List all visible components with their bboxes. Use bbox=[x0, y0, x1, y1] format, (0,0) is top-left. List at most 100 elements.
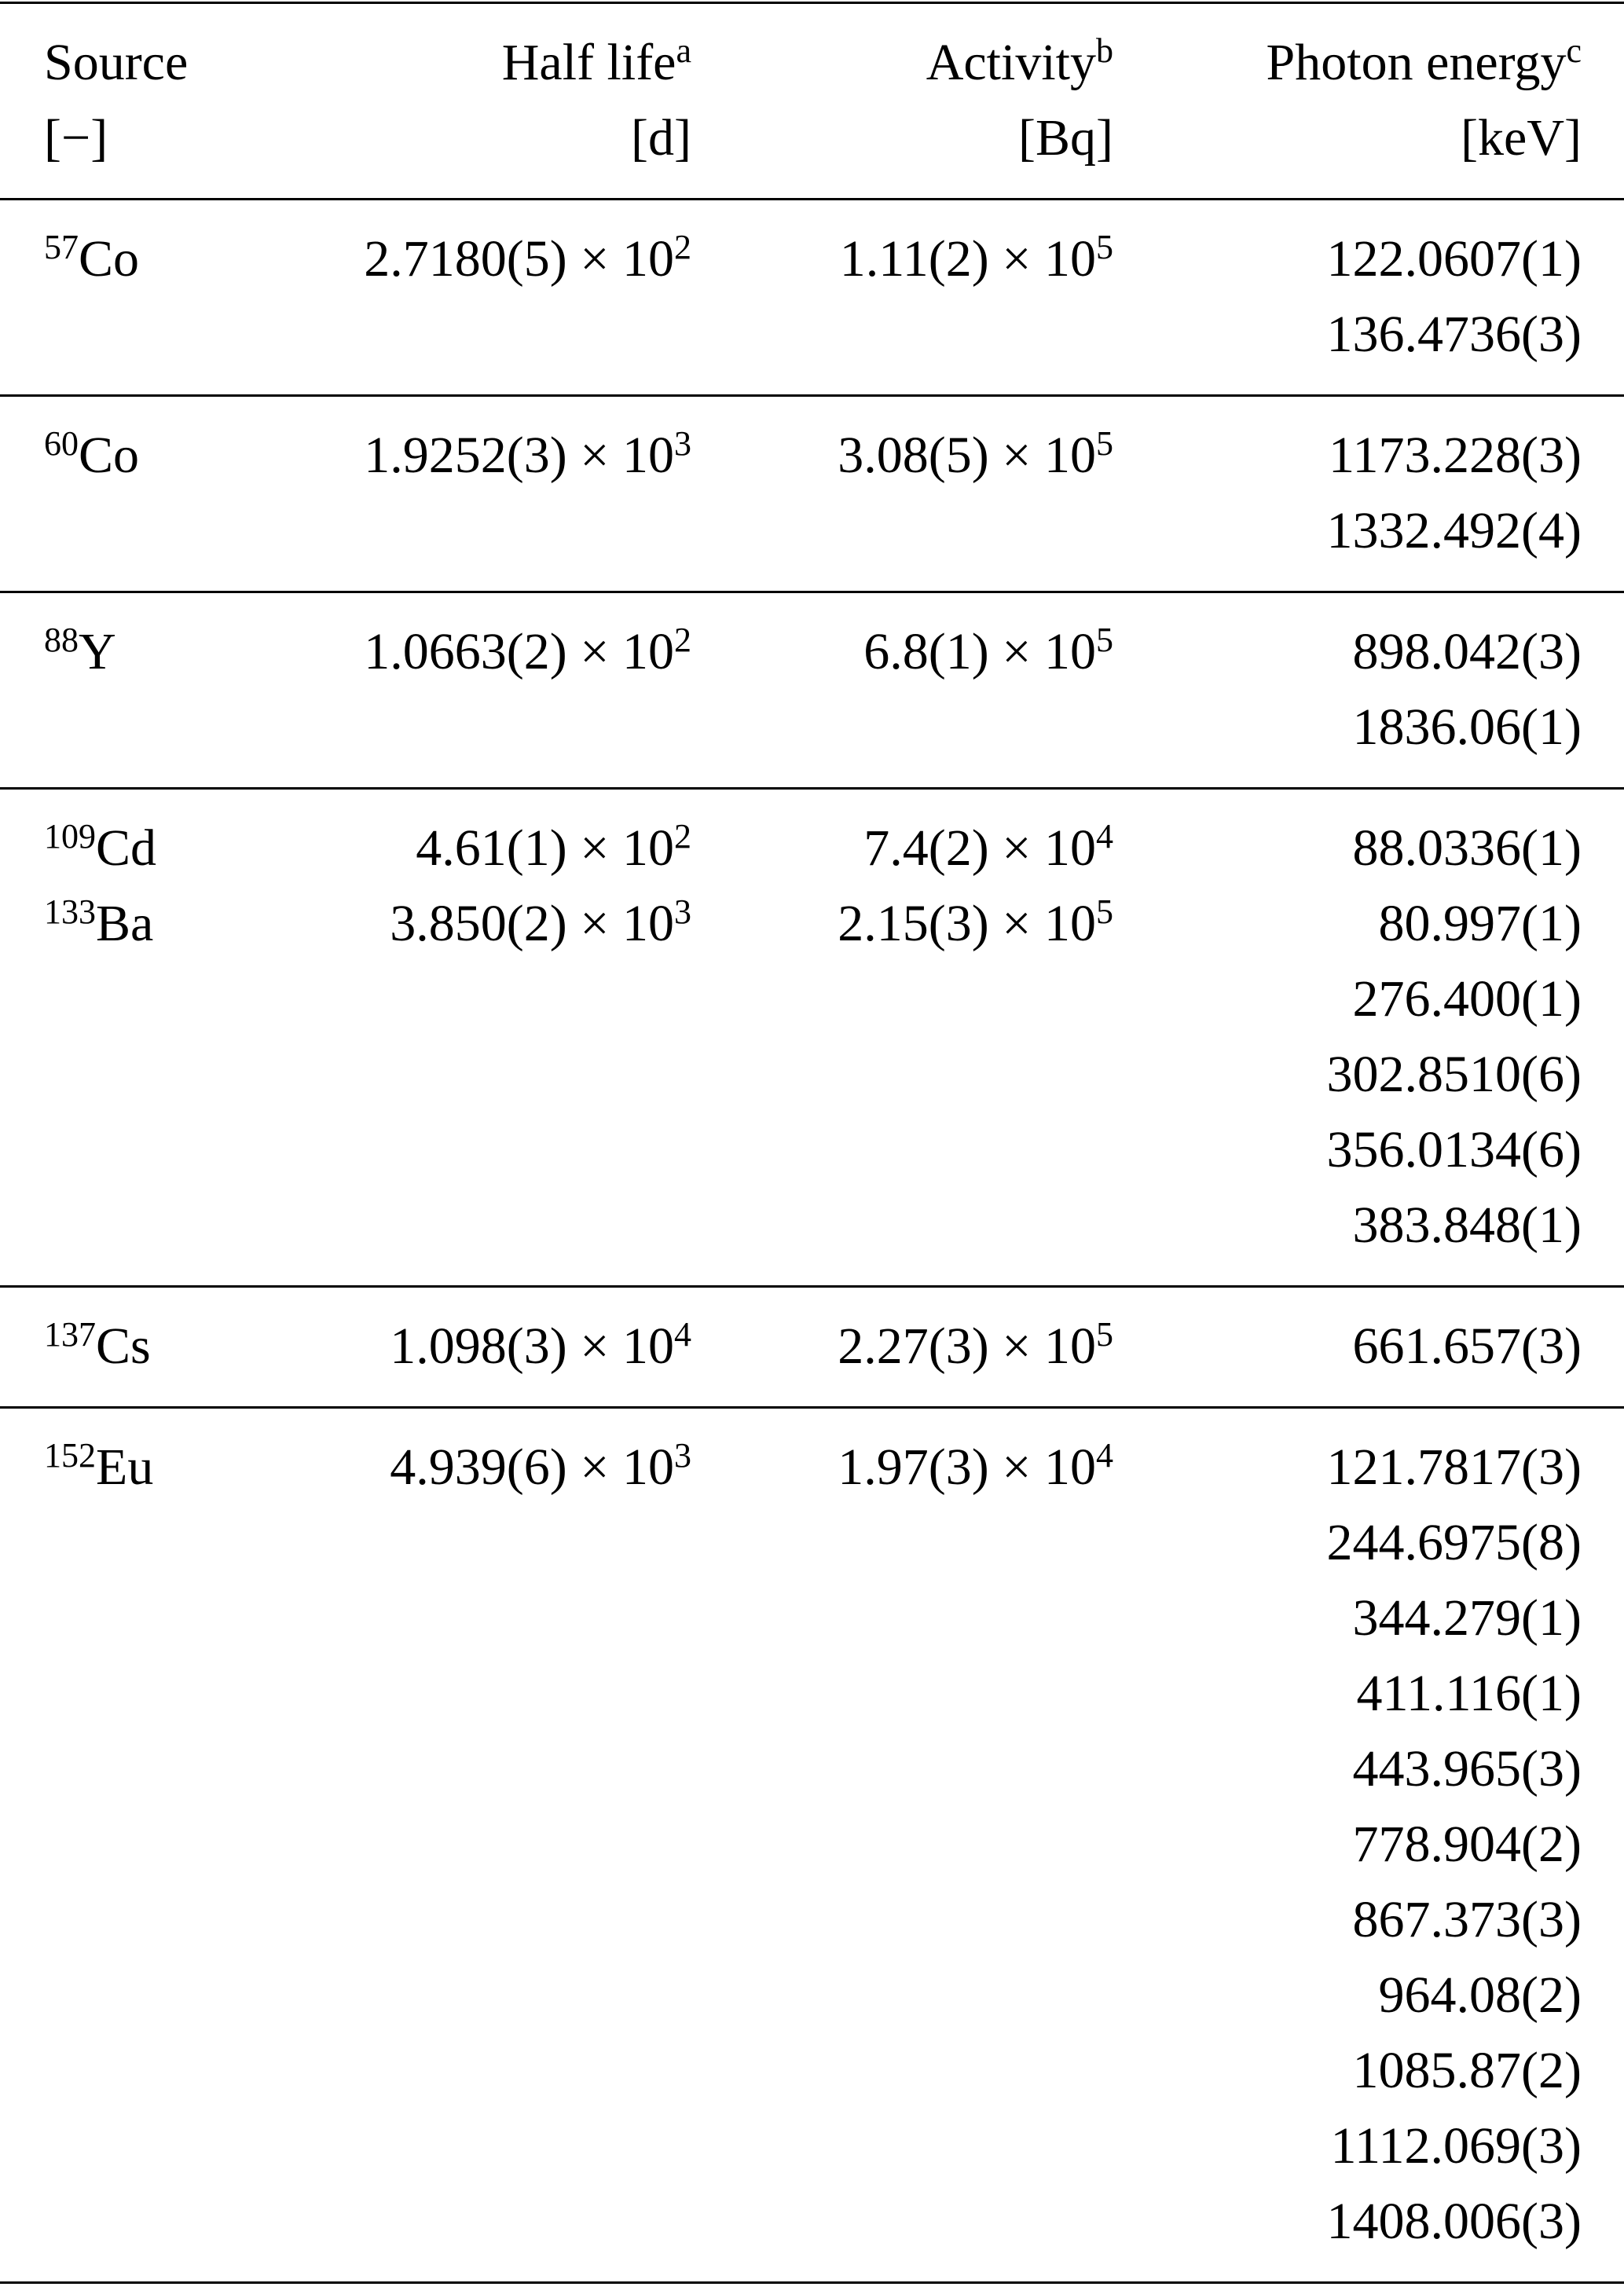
photon-energy-value: 443.965(3) bbox=[1352, 1740, 1582, 1797]
times-ten: × 10 bbox=[1002, 427, 1096, 484]
table-row: 137Cs 1.098(3) × 104 2.27(3) × 105 661.657(… bbox=[0, 1287, 1624, 1408]
source-cell: 60Co bbox=[0, 396, 314, 592]
photon-energy-value: 136.4736(3) bbox=[1326, 306, 1582, 363]
mass-number: 60 bbox=[44, 424, 79, 463]
header-photon-energy: Photon energyc [keV] bbox=[1266, 31, 1582, 167]
times-ten: × 10 bbox=[580, 623, 674, 680]
photon-energy-value: 1332.492(4) bbox=[1326, 502, 1582, 559]
header-source: Source [−] bbox=[44, 34, 189, 167]
half-life-mantissa: 1.0663(2) bbox=[364, 623, 567, 680]
activity-exponent: 5 bbox=[1096, 892, 1113, 931]
mass-number: 57 bbox=[44, 228, 79, 266]
times-ten: × 10 bbox=[1002, 1317, 1096, 1375]
nuclide: 152Eu bbox=[44, 1430, 314, 1505]
half-life-value: 1.9252(3) × 103 bbox=[314, 418, 691, 493]
photon-energy-value: 344.279(1) bbox=[1352, 1589, 1582, 1647]
activity-value: 2.27(3) × 105 bbox=[691, 1309, 1113, 1384]
source-cell: 88Y bbox=[0, 592, 314, 789]
element: Ba bbox=[96, 895, 154, 952]
photon-energy-value: 80.997(1) bbox=[1378, 895, 1582, 952]
half-life-mantissa: 1.9252(3) bbox=[364, 427, 567, 484]
header-half-life: Half lifea [d] bbox=[501, 31, 691, 167]
activity-mantissa: 2.27(3) bbox=[838, 1317, 989, 1375]
table-row: 60Co 1.9252(3) × 103 3.08(5) × 105 1173.228… bbox=[0, 396, 1624, 592]
photon-energy-cell: 898.042(3) 1836.06(1) bbox=[1113, 592, 1624, 789]
half-life-mantissa: 4.61(1) bbox=[416, 819, 567, 877]
half-life-cell: 2.7180(5) × 102 bbox=[314, 200, 691, 396]
activity-exponent: 5 bbox=[1096, 1315, 1113, 1354]
table-group: 109Cd 133Ba 4.61(1) × 102 3.850(2) × 103 7.4… bbox=[0, 789, 1624, 1287]
mass-number: 137 bbox=[44, 1315, 96, 1354]
half-life-value: 2.7180(5) × 102 bbox=[314, 222, 691, 297]
times-ten: × 10 bbox=[580, 230, 674, 288]
half-life-mantissa: 3.850(2) bbox=[390, 895, 567, 952]
table-group: 88Y 1.0663(2) × 102 6.8(1) × 105 898.042(3)… bbox=[0, 592, 1624, 789]
photon-energy-value: 1836.06(1) bbox=[1352, 698, 1582, 756]
activity-value: 1.11(2) × 105 bbox=[691, 222, 1113, 297]
times-ten: × 10 bbox=[580, 1317, 674, 1375]
photon-energy-value: 867.373(3) bbox=[1352, 1891, 1582, 1948]
half-life-cell: 1.098(3) × 104 bbox=[314, 1287, 691, 1408]
times-ten: × 10 bbox=[1002, 623, 1096, 680]
photon-energy-cell: 1173.228(3) 1332.492(4) bbox=[1113, 396, 1624, 592]
photon-energy-value: 121.7817(3) bbox=[1326, 1438, 1582, 1496]
photon-energy-value: 356.0134(6) bbox=[1326, 1121, 1582, 1178]
photon-energy-value: 244.6975(8) bbox=[1326, 1514, 1582, 1571]
half-life-exponent: 4 bbox=[674, 1315, 691, 1354]
mass-number: 133 bbox=[44, 892, 96, 931]
nuclide: 137Cs bbox=[44, 1309, 314, 1384]
activity-exponent: 4 bbox=[1096, 1436, 1113, 1475]
half-life-exponent: 2 bbox=[674, 228, 691, 266]
table-row: 88Y 1.0663(2) × 102 6.8(1) × 105 898.042(3)… bbox=[0, 592, 1624, 789]
half-life-value: 1.098(3) × 104 bbox=[314, 1309, 691, 1384]
photon-energy-cell: 661.657(3) bbox=[1113, 1287, 1624, 1408]
activity-exponent: 5 bbox=[1096, 424, 1113, 463]
table-group: 60Co 1.9252(3) × 103 3.08(5) × 105 1173.228… bbox=[0, 396, 1624, 592]
times-ten: × 10 bbox=[580, 427, 674, 484]
activity-mantissa: 6.8(1) bbox=[863, 623, 989, 680]
half-life-cell: 1.9252(3) × 103 bbox=[314, 396, 691, 592]
activity-mantissa: 1.11(2) bbox=[839, 230, 989, 288]
nuclide: 88Y bbox=[44, 614, 314, 690]
half-life-value: 3.850(2) × 103 bbox=[314, 886, 691, 962]
activity-value: 1.97(3) × 104 bbox=[691, 1430, 1113, 1505]
times-ten: × 10 bbox=[580, 1438, 674, 1496]
photon-energy-value: 88.0336(1) bbox=[1352, 819, 1582, 877]
photon-energy-value: 661.657(3) bbox=[1352, 1317, 1582, 1375]
photon-energy-cell: 88.0336(1) 80.997(1) 276.400(1) 302.8510(6)… bbox=[1113, 789, 1624, 1287]
photon-energy-value: 383.848(1) bbox=[1352, 1196, 1582, 1254]
element: Cd bbox=[96, 819, 157, 877]
mass-number: 109 bbox=[44, 817, 96, 856]
times-ten: × 10 bbox=[580, 819, 674, 877]
photon-energy-cell: 122.0607(1) 136.4736(3) bbox=[1113, 200, 1624, 396]
activity-exponent: 4 bbox=[1096, 817, 1113, 856]
photon-energy-value: 122.0607(1) bbox=[1326, 230, 1582, 288]
photon-energy-value: 1408.006(3) bbox=[1326, 2193, 1582, 2250]
photon-energy-value: 964.08(2) bbox=[1378, 1966, 1582, 2024]
table-group: 57Co 2.7180(5) × 102 1.11(2) × 105 122.0607… bbox=[0, 200, 1624, 396]
table-row: 57Co 2.7180(5) × 102 1.11(2) × 105 122.0607… bbox=[0, 200, 1624, 396]
half-life-mantissa: 1.098(3) bbox=[390, 1317, 567, 1375]
header-activity: Activityb [Bq] bbox=[926, 31, 1113, 167]
photon-energy-value: 411.116(1) bbox=[1356, 1665, 1582, 1722]
half-life-cell: 4.939(6) × 103 bbox=[314, 1408, 691, 2283]
half-life-value: 1.0663(2) × 102 bbox=[314, 614, 691, 690]
activity-value: 3.08(5) × 105 bbox=[691, 418, 1113, 493]
activity-mantissa: 1.97(3) bbox=[838, 1438, 989, 1496]
activity-exponent: 5 bbox=[1096, 228, 1113, 266]
photon-energy-value: 1112.069(3) bbox=[1330, 2117, 1582, 2175]
half-life-value: 4.939(6) × 103 bbox=[314, 1430, 691, 1505]
photon-energy-value: 302.8510(6) bbox=[1326, 1046, 1582, 1103]
half-life-value: 4.61(1) × 102 bbox=[314, 811, 691, 886]
element: Cs bbox=[96, 1317, 151, 1375]
mass-number: 88 bbox=[44, 621, 79, 659]
nuclide: 133Ba bbox=[44, 886, 314, 962]
photon-energy-value: 778.904(2) bbox=[1352, 1816, 1582, 1873]
element: Eu bbox=[96, 1438, 154, 1496]
table-row: 152Eu 4.939(6) × 103 1.97(3) × 104 121.7817… bbox=[0, 1408, 1624, 2283]
times-ten: × 10 bbox=[1002, 819, 1096, 877]
photon-energy-value: 898.042(3) bbox=[1352, 623, 1582, 680]
activity-mantissa: 2.15(3) bbox=[838, 895, 989, 952]
half-life-exponent: 3 bbox=[674, 892, 691, 931]
